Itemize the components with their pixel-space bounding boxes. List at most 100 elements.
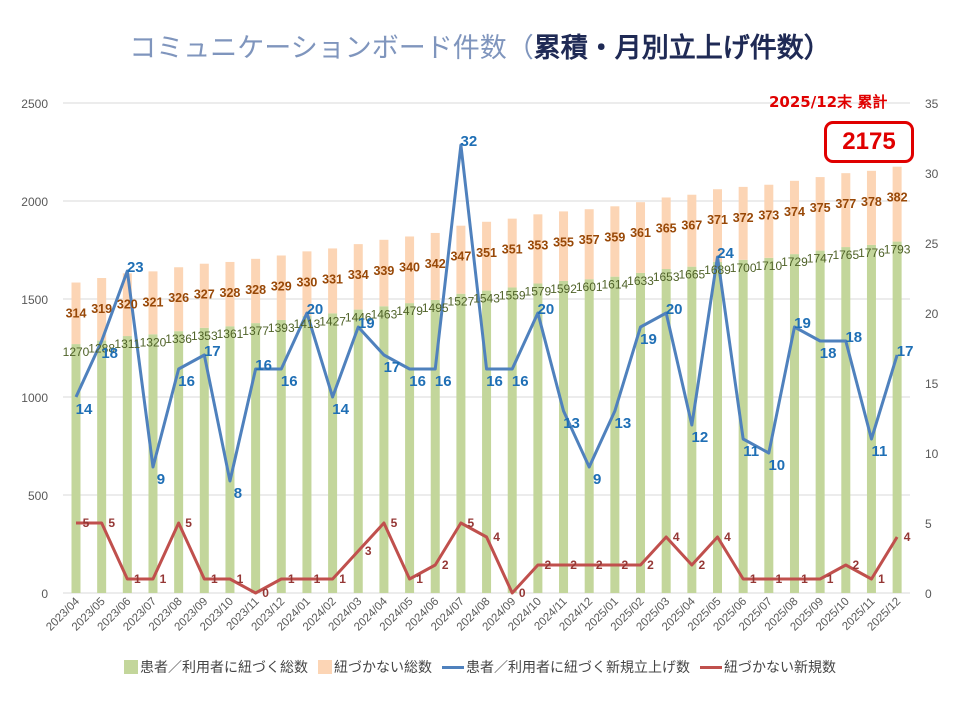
label-unlinked-total: 365 [656, 221, 677, 235]
label-unlinked-new: 4 [724, 530, 731, 544]
label-unlinked-total: 329 [271, 279, 292, 293]
label-linked-total: 1776 [858, 246, 885, 260]
label-linked-total: 1413 [294, 317, 321, 331]
label-unlinked-new: 1 [134, 572, 141, 586]
label-linked-total: 1320 [140, 335, 167, 349]
line-unlinked-new [76, 521, 899, 595]
bar-linked-total [225, 326, 235, 593]
bar-unlinked-total [789, 180, 799, 255]
legend-item-linked-new: 患者／利用者に紐づく新規立上げ数 [442, 657, 690, 677]
label-linked-new: 20 [307, 301, 324, 318]
y-right-tick-label: 20 [925, 307, 939, 321]
label-unlinked-total: 340 [399, 260, 420, 274]
y-right-tick-label: 35 [925, 97, 939, 111]
bar-unlinked-total [251, 258, 261, 324]
label-unlinked-new: 1 [211, 572, 218, 586]
y-right-tick-label: 15 [925, 377, 939, 391]
label-unlinked-new: 2 [545, 558, 552, 572]
label-linked-new: 20 [666, 301, 683, 318]
bar-unlinked-total [559, 211, 569, 281]
label-unlinked-new: 5 [108, 516, 115, 530]
label-linked-total: 1614 [602, 278, 629, 292]
label-linked-total: 1665 [678, 268, 705, 282]
bar-unlinked-total [456, 225, 466, 294]
bar-linked-total [815, 250, 825, 593]
bar-linked-total [764, 257, 774, 593]
label-unlinked-total: 351 [502, 243, 523, 257]
bar-unlinked-total [738, 186, 748, 260]
label-unlinked-new: 1 [160, 572, 167, 586]
legend-swatch-unlinked-total [318, 660, 332, 674]
label-linked-total: 1559 [499, 288, 526, 302]
bar-linked-total [687, 266, 697, 593]
label-linked-total: 1710 [755, 259, 782, 273]
bar-unlinked-total [507, 218, 517, 288]
label-linked-new: 19 [794, 315, 811, 332]
label-unlinked-total: 361 [630, 226, 651, 240]
label-linked-total: 1543 [473, 292, 500, 306]
label-unlinked-new: 2 [647, 558, 654, 572]
label-unlinked-new: 2 [622, 558, 629, 572]
bar-unlinked-total [302, 251, 312, 317]
legend-line-linked-new [442, 665, 464, 669]
label-unlinked-total: 367 [681, 219, 702, 233]
label-unlinked-new: 2 [442, 558, 449, 572]
label-unlinked-new: 5 [83, 516, 90, 530]
label-unlinked-new: 1 [314, 572, 321, 586]
legend-label: 患者／利用者に紐づく総数 [140, 660, 308, 676]
bar-unlinked-total [430, 232, 440, 300]
bar-linked-total [174, 331, 184, 593]
label-unlinked-total: 347 [450, 250, 471, 264]
bar-unlinked-total [276, 255, 286, 320]
y-left-tick-label: 1000 [21, 391, 48, 405]
label-linked-total: 1700 [730, 261, 757, 275]
y-left-tick-label: 1500 [21, 293, 48, 307]
label-linked-total: 1336 [165, 332, 192, 346]
bar-linked-total [97, 340, 107, 593]
label-unlinked-total: 351 [476, 246, 497, 260]
bar-linked-total [71, 344, 81, 593]
chart-title-main: コミュニケーションボード件数（ [129, 33, 534, 64]
label-linked-new: 11 [743, 443, 759, 460]
bar-unlinked-total [148, 271, 158, 335]
bars [71, 166, 902, 594]
label-linked-new: 18 [101, 345, 118, 362]
label-linked-new: 20 [538, 301, 555, 318]
y-left-tick-label: 2000 [21, 195, 48, 209]
label-linked-new: 19 [358, 315, 375, 332]
bar-linked-total [199, 327, 209, 593]
label-unlinked-new: 1 [801, 572, 808, 586]
bar-linked-total [738, 259, 748, 593]
label-linked-new: 18 [845, 329, 862, 346]
cumulative-total-label: 2025/12末 累計 [769, 93, 888, 111]
label-linked-new: 11 [872, 443, 888, 460]
label-unlinked-new: 1 [416, 572, 423, 586]
label-unlinked-total: 357 [579, 233, 600, 247]
label-unlinked-new: 0 [519, 586, 526, 600]
bar-unlinked-total [405, 236, 415, 304]
legend-label: 紐づかない総数 [334, 660, 432, 676]
label-linked-total: 1601 [576, 280, 603, 294]
label-linked-new: 17 [204, 343, 221, 360]
legend-item-unlinked-new: 紐づかない新規数 [700, 657, 836, 677]
bar-unlinked-total [892, 166, 902, 242]
label-linked-new: 18 [820, 345, 837, 362]
label-linked-total: 1270 [63, 345, 90, 359]
label-linked-total: 1288 [88, 342, 115, 356]
label-linked-total: 1495 [422, 301, 449, 315]
label-linked-total: 1592 [550, 282, 577, 296]
label-unlinked-total: 373 [758, 209, 779, 223]
bar-unlinked-total [353, 244, 363, 310]
label-unlinked-new: 1 [878, 572, 885, 586]
label-linked-new: 13 [615, 415, 632, 432]
label-linked-total: 1527 [448, 295, 475, 309]
bar-linked-total [328, 313, 338, 593]
legend-item-linked-total: 患者／利用者に紐づく総数 [124, 657, 308, 677]
y-right-tick-label: 10 [925, 447, 939, 461]
bar-linked-total [789, 254, 799, 593]
label-unlinked-total: 374 [784, 205, 805, 219]
label-linked-new: 16 [486, 373, 503, 390]
legend-swatch-linked-total [124, 660, 138, 674]
bar-linked-total [379, 306, 389, 593]
label-unlinked-new: 1 [750, 572, 757, 586]
